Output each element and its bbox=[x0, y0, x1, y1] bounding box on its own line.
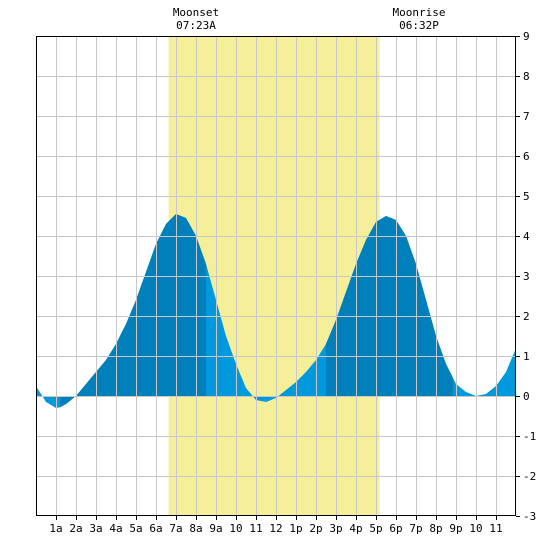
y-tick-label: 2 bbox=[523, 310, 530, 323]
annotation-title: Moonset bbox=[173, 6, 219, 19]
y-tick-label: 0 bbox=[523, 390, 530, 403]
x-tick-label: 6p bbox=[389, 522, 402, 535]
x-tick-label: 2p bbox=[309, 522, 322, 535]
x-tick-label: 3a bbox=[89, 522, 102, 535]
x-tick-label: 12 bbox=[269, 522, 282, 535]
y-tick-label: 1 bbox=[523, 350, 530, 363]
x-tick-label: 9p bbox=[449, 522, 462, 535]
x-tick-label: 10 bbox=[229, 522, 242, 535]
tide-area-dark-segment-0 bbox=[60, 214, 206, 408]
y-tick-label: 8 bbox=[523, 70, 530, 83]
x-tick-label: 7a bbox=[169, 522, 182, 535]
x-tick-label: 7p bbox=[409, 522, 422, 535]
annotation-title: Moonrise bbox=[393, 6, 446, 19]
grid-layer bbox=[36, 36, 516, 516]
y-tick-label: -1 bbox=[523, 430, 536, 443]
x-tick-label: 1p bbox=[289, 522, 302, 535]
plot-border bbox=[36, 36, 516, 516]
axis-layer bbox=[36, 36, 520, 520]
y-tick-label: 7 bbox=[523, 110, 530, 123]
x-tick-label: 8p bbox=[429, 522, 442, 535]
x-tick-label: 11 bbox=[249, 522, 262, 535]
x-tick-label: 2a bbox=[69, 522, 82, 535]
annotation-time: 07:23A bbox=[176, 19, 216, 32]
x-tick-label: 5a bbox=[129, 522, 142, 535]
y-tick-label: 6 bbox=[523, 150, 530, 163]
x-tick-label: 1a bbox=[49, 522, 62, 535]
y-tick-label: 3 bbox=[523, 270, 530, 283]
y-tick-label: 4 bbox=[523, 230, 530, 243]
x-tick-label: 4a bbox=[109, 522, 122, 535]
y-tick-label: -3 bbox=[523, 510, 536, 523]
annotation-time: 06:32P bbox=[399, 19, 439, 32]
x-tick-label: 4p bbox=[349, 522, 362, 535]
y-tick-label: 9 bbox=[523, 30, 530, 43]
x-tick-label: 5p bbox=[369, 522, 382, 535]
x-tick-label: 10 bbox=[469, 522, 482, 535]
tick-label-layer: 1a 2a 3a 4a 5a 6a 7a 8a 9a 10 11 12 1p 2p 3p 4p 5p 6p 7p 8p… bbox=[49, 30, 536, 535]
y-tick-label: -2 bbox=[523, 470, 536, 483]
x-tick-label: 9a bbox=[209, 522, 222, 535]
tide-area-dark-segment-1 bbox=[326, 216, 453, 396]
x-tick-label: 3p bbox=[329, 522, 342, 535]
y-tick-label: 5 bbox=[523, 190, 530, 203]
x-tick-label: 11 bbox=[489, 522, 502, 535]
x-tick-label: 6a bbox=[149, 522, 162, 535]
x-tick-label: 8a bbox=[189, 522, 202, 535]
